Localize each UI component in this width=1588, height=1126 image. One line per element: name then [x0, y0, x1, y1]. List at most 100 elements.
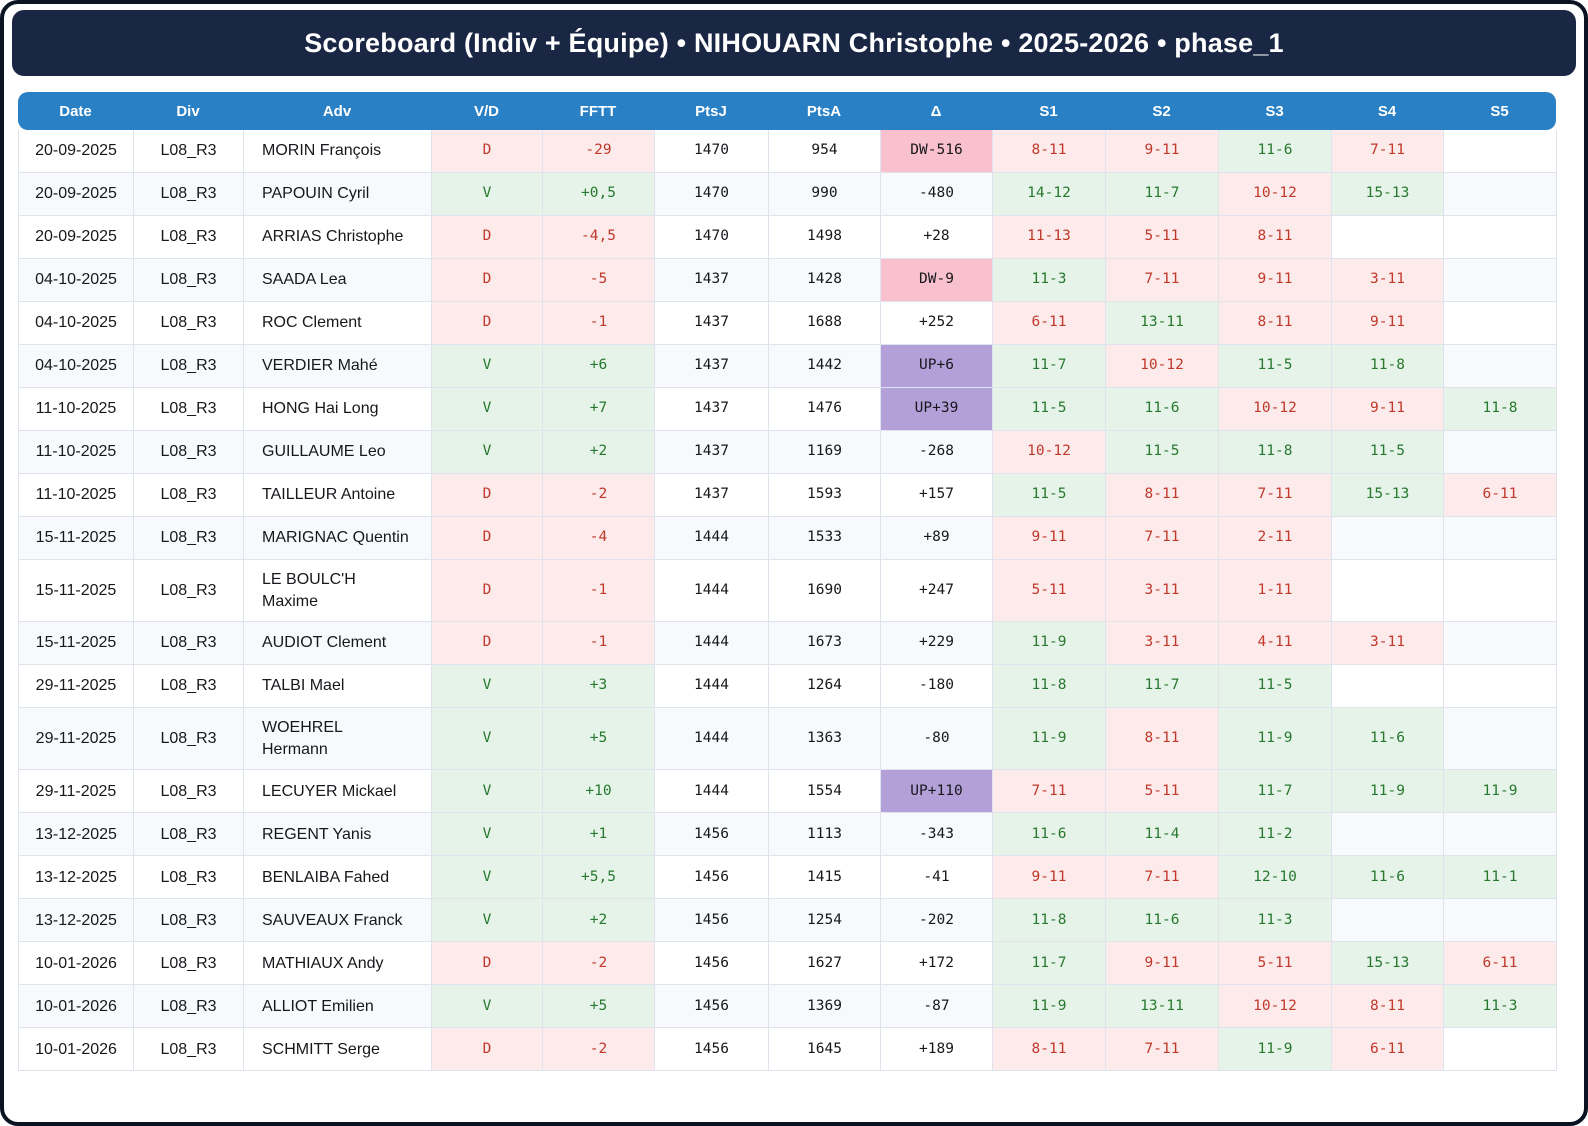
cell-s4: 15-13	[1332, 474, 1444, 517]
cell-s2: 10-12	[1106, 345, 1219, 388]
cell-s3: 8-11	[1219, 216, 1332, 259]
cell-delta: +157	[881, 474, 993, 517]
cell-ptsa: 1593	[769, 474, 881, 517]
cell-div: L08_R3	[134, 388, 244, 431]
cell-s5	[1444, 345, 1557, 388]
cell-s5: 11-3	[1444, 985, 1557, 1029]
cell-s2: 7-11	[1106, 856, 1219, 900]
cell-ptsa: 1690	[769, 560, 881, 623]
cell-date: 20-09-2025	[19, 216, 134, 259]
cell-ptsa: 1498	[769, 216, 881, 259]
cell-s5: 11-9	[1444, 770, 1557, 814]
column-header-div: Div	[176, 102, 200, 120]
table-row: 13-12-2025 L08_R3 BENLAIBA Fahed V +5,5 1456 1…	[19, 856, 1557, 900]
cell-adv: ARRIAS Christophe	[244, 216, 432, 259]
cell-s4: 11-9	[1332, 770, 1444, 814]
table-row: 11-10-2025 L08_R3 HONG Hai Long V +7 1437 1476…	[19, 388, 1557, 431]
cell-s4	[1332, 665, 1444, 709]
cell-div: L08_R3	[134, 259, 244, 302]
cell-s3: 5-11	[1219, 942, 1332, 986]
cell-fftt: +6	[543, 345, 655, 388]
cell-s3: 10-12	[1219, 985, 1332, 1029]
table-row: 04-10-2025 L08_R3 ROC Clement D -1 1437 1688 +2…	[19, 302, 1557, 345]
cell-vd: D	[432, 622, 543, 666]
cell-ptsa: 1673	[769, 622, 881, 666]
cell-fftt: +10	[543, 770, 655, 814]
cell-div: L08_R3	[134, 665, 244, 709]
table-row: 29-11-2025 L08_R3 WOEHREL Hermann V +5 1444 13…	[19, 708, 1557, 771]
table-body: 20-09-2025 L08_R3 MORIN François D -29 1470 95…	[18, 130, 1557, 1072]
cell-delta: -343	[881, 813, 993, 857]
cell-s1: 11-9	[993, 985, 1106, 1029]
cell-ptsj: 1444	[655, 665, 769, 709]
cell-s4: 8-11	[1332, 985, 1444, 1029]
cell-delta: -202	[881, 899, 993, 943]
cell-ptsa: 1688	[769, 302, 881, 345]
column-header-s5: S5	[1490, 102, 1509, 120]
cell-s4: 15-13	[1332, 942, 1444, 986]
cell-ptsj: 1437	[655, 431, 769, 474]
cell-div: L08_R3	[134, 856, 244, 900]
cell-s3: 9-11	[1219, 259, 1332, 302]
cell-div: L08_R3	[134, 302, 244, 345]
table-row: 04-10-2025 L08_R3 SAADA Lea D -5 1437 1428 DW-9…	[19, 259, 1557, 302]
title-bar: Scoreboard (Indiv + Équipe) • NIHOUARN C…	[12, 10, 1576, 76]
cell-fftt: +3	[543, 665, 655, 709]
cell-div: L08_R3	[134, 942, 244, 986]
cell-date: 04-10-2025	[19, 302, 134, 345]
cell-s5	[1444, 302, 1557, 345]
cell-date: 15-11-2025	[19, 560, 134, 623]
cell-s5	[1444, 216, 1557, 259]
cell-s5	[1444, 665, 1557, 709]
cell-s5: 6-11	[1444, 474, 1557, 517]
cell-s3: 1-11	[1219, 560, 1332, 623]
cell-vd: V	[432, 899, 543, 943]
cell-adv: SAADA Lea	[244, 259, 432, 302]
cell-adv: TAILLEUR Antoine	[244, 474, 432, 517]
cell-ptsa: 1415	[769, 856, 881, 900]
cell-adv: LE BOULC'H Maxime	[244, 560, 432, 623]
column-header-fftt: FFTT	[579, 102, 617, 120]
cell-s2: 7-11	[1106, 517, 1219, 560]
cell-s5	[1444, 708, 1557, 771]
cell-s3: 7-11	[1219, 474, 1332, 517]
cell-s1: 11-5	[993, 474, 1106, 517]
cell-date: 13-12-2025	[19, 813, 134, 857]
cell-s3: 2-11	[1219, 517, 1332, 560]
cell-ptsa: 1169	[769, 431, 881, 474]
cell-ptsa: 1113	[769, 813, 881, 857]
cell-delta: +247	[881, 560, 993, 623]
cell-s4	[1332, 517, 1444, 560]
cell-date: 15-11-2025	[19, 622, 134, 666]
cell-s3: 11-5	[1219, 345, 1332, 388]
cell-date: 20-09-2025	[19, 130, 134, 173]
cell-ptsa: 1369	[769, 985, 881, 1029]
table-row: 20-09-2025 L08_R3 MORIN François D -29 1470 95…	[19, 130, 1557, 173]
cell-ptsa: 1554	[769, 770, 881, 814]
cell-ptsj: 1470	[655, 130, 769, 173]
cell-ptsa: 1627	[769, 942, 881, 986]
cell-vd: V	[432, 813, 543, 857]
cell-delta: UP+39	[881, 388, 993, 431]
cell-adv: MARIGNAC Quentin	[244, 517, 432, 560]
cell-date: 13-12-2025	[19, 899, 134, 943]
table-row: 13-12-2025 L08_R3 SAUVEAUX Franck V +2 1456 12…	[19, 899, 1557, 943]
cell-div: L08_R3	[134, 474, 244, 517]
cell-adv: GUILLAUME Leo	[244, 431, 432, 474]
cell-adv: WOEHREL Hermann	[244, 708, 432, 771]
cell-date: 04-10-2025	[19, 259, 134, 302]
cell-s4	[1332, 560, 1444, 623]
cell-s5: 11-8	[1444, 388, 1557, 431]
cell-div: L08_R3	[134, 345, 244, 388]
cell-ptsa: 1254	[769, 899, 881, 943]
cell-fftt: -2	[543, 474, 655, 517]
cell-ptsj: 1470	[655, 173, 769, 216]
cell-date: 13-12-2025	[19, 856, 134, 900]
cell-s1: 9-11	[993, 856, 1106, 900]
cell-ptsa: 1428	[769, 259, 881, 302]
cell-div: L08_R3	[134, 431, 244, 474]
cell-fftt: +0,5	[543, 173, 655, 216]
cell-s4: 3-11	[1332, 259, 1444, 302]
cell-vd: D	[432, 302, 543, 345]
cell-delta: +28	[881, 216, 993, 259]
